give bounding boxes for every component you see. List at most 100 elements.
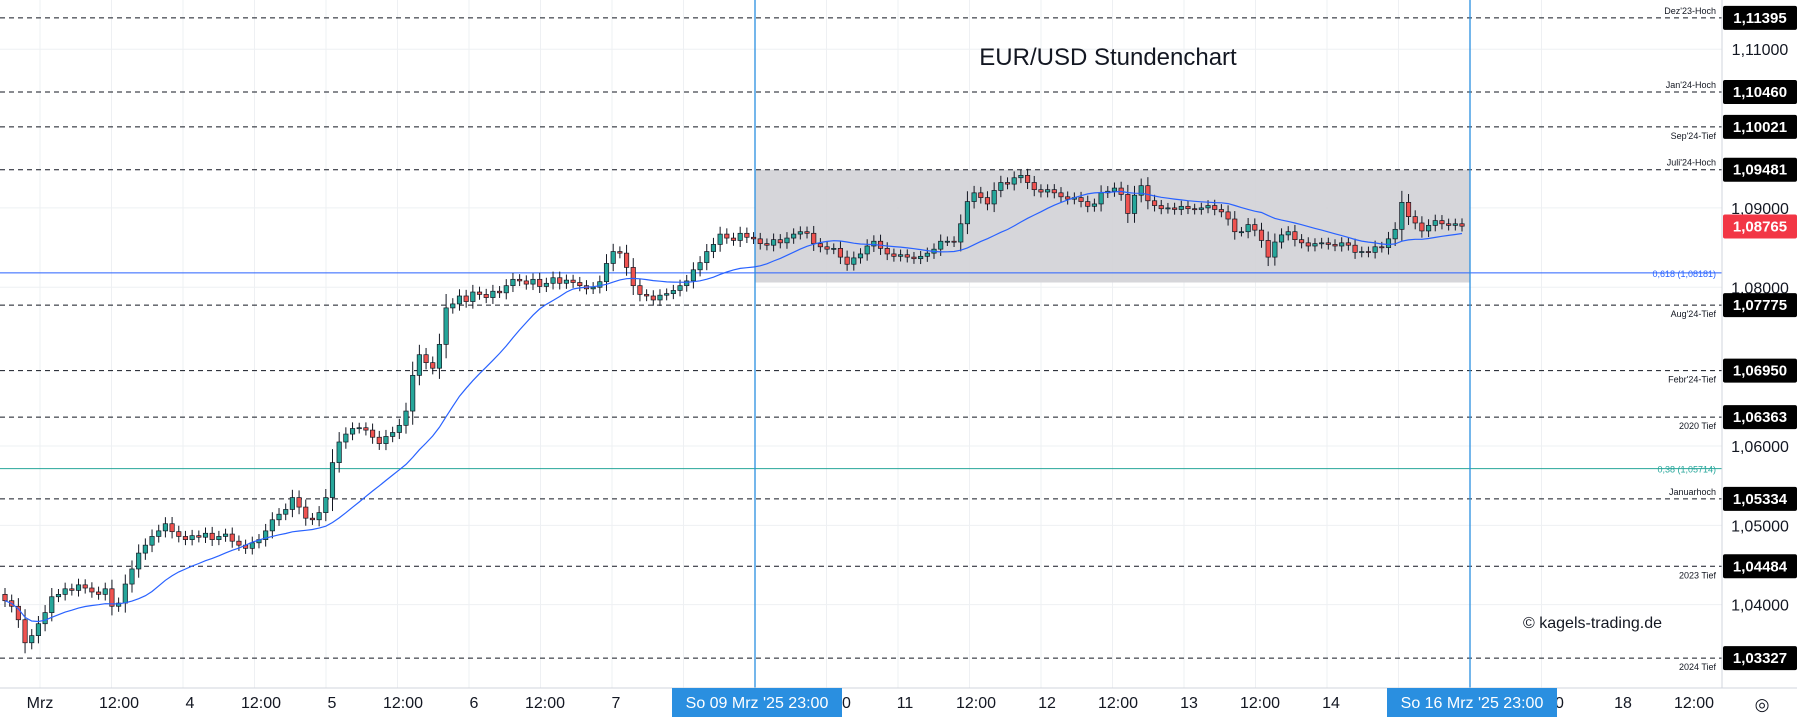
candle[interactable] <box>857 248 864 264</box>
candle[interactable] <box>1405 194 1412 225</box>
candle[interactable] <box>410 361 416 425</box>
candle[interactable] <box>416 344 422 386</box>
candle[interactable] <box>563 274 569 289</box>
candle[interactable] <box>436 333 442 379</box>
candles[interactable] <box>2 168 1465 654</box>
candle[interactable] <box>1332 239 1338 252</box>
candle[interactable] <box>1038 184 1044 198</box>
candle[interactable] <box>1198 202 1204 215</box>
candle[interactable] <box>136 544 142 578</box>
candle[interactable] <box>276 508 282 526</box>
candle[interactable] <box>289 489 295 518</box>
candle[interactable] <box>630 258 636 295</box>
candle[interactable] <box>1372 240 1378 259</box>
candle[interactable] <box>82 579 88 594</box>
candle[interactable] <box>476 286 483 300</box>
candle[interactable] <box>918 250 924 265</box>
candle[interactable] <box>129 560 135 593</box>
candle[interactable] <box>958 214 964 252</box>
candle[interactable] <box>336 432 342 473</box>
candle[interactable] <box>390 426 396 443</box>
candle[interactable] <box>296 490 302 515</box>
candle[interactable] <box>42 605 48 632</box>
candle[interactable] <box>15 598 21 628</box>
candle[interactable] <box>303 499 309 526</box>
candle[interactable] <box>1058 187 1064 203</box>
candle[interactable] <box>1145 177 1151 210</box>
candle[interactable] <box>710 237 717 259</box>
candle[interactable] <box>116 597 122 612</box>
candle[interactable] <box>222 528 229 542</box>
candle[interactable] <box>1018 170 1024 184</box>
candle[interactable] <box>777 234 783 249</box>
candle[interactable] <box>176 525 182 543</box>
candle[interactable] <box>1238 226 1245 237</box>
candle[interactable] <box>1011 171 1017 191</box>
candle[interactable] <box>1278 228 1285 249</box>
candle[interactable] <box>243 539 249 554</box>
candle[interactable] <box>717 226 723 252</box>
candle[interactable] <box>1218 204 1224 218</box>
candle[interactable] <box>1426 219 1432 238</box>
candle[interactable] <box>1452 218 1458 231</box>
candle[interactable] <box>510 272 516 293</box>
candle[interactable] <box>1432 214 1438 232</box>
candle[interactable] <box>430 356 436 375</box>
candle[interactable] <box>182 530 189 546</box>
candle[interactable] <box>169 516 175 539</box>
candle[interactable] <box>624 244 630 276</box>
candle[interactable] <box>964 191 970 235</box>
candle[interactable] <box>396 418 402 440</box>
candle[interactable] <box>1412 210 1418 230</box>
candle[interactable] <box>256 534 262 549</box>
candle[interactable] <box>75 578 82 597</box>
candle[interactable] <box>1319 237 1325 249</box>
candle[interactable] <box>898 249 904 262</box>
candle[interactable] <box>891 248 897 262</box>
candle[interactable] <box>1245 218 1251 239</box>
candle[interactable] <box>1138 178 1144 203</box>
candle[interactable] <box>971 185 977 209</box>
candle[interactable] <box>884 242 890 261</box>
candle[interactable] <box>1352 238 1358 259</box>
candle[interactable] <box>1252 218 1258 237</box>
candle[interactable] <box>697 256 703 277</box>
candle[interactable] <box>309 513 315 525</box>
candle[interactable] <box>96 586 102 600</box>
candle[interactable] <box>1392 222 1398 246</box>
candle[interactable] <box>1305 237 1311 252</box>
candle[interactable] <box>1446 218 1452 231</box>
candle[interactable] <box>998 175 1004 198</box>
candle[interactable] <box>189 529 195 546</box>
candle[interactable] <box>851 251 857 271</box>
candle[interactable] <box>978 186 984 204</box>
candle[interactable] <box>1031 175 1037 197</box>
candle[interactable] <box>1258 222 1265 248</box>
candle[interactable] <box>690 262 696 289</box>
candle[interactable] <box>470 284 476 309</box>
candle[interactable] <box>149 529 155 553</box>
candle[interactable] <box>503 279 509 300</box>
candle[interactable] <box>724 228 730 244</box>
candle[interactable] <box>831 243 837 255</box>
candle[interactable] <box>597 275 603 294</box>
candle[interactable] <box>1312 238 1318 252</box>
candle[interactable] <box>644 289 650 302</box>
candle[interactable] <box>911 251 917 264</box>
candle[interactable] <box>69 583 75 596</box>
candle[interactable] <box>557 271 563 290</box>
candle[interactable] <box>590 282 596 295</box>
candle[interactable] <box>1158 199 1164 215</box>
candle[interactable] <box>1045 184 1051 198</box>
candle[interactable] <box>1339 237 1345 252</box>
candle[interactable] <box>1178 200 1184 216</box>
candle[interactable] <box>791 228 797 244</box>
candle[interactable] <box>543 277 549 293</box>
candle[interactable] <box>984 191 991 211</box>
candle[interactable] <box>1285 226 1291 241</box>
candle[interactable] <box>29 629 35 650</box>
candle[interactable] <box>209 526 215 546</box>
candle[interactable] <box>49 588 55 622</box>
candle[interactable] <box>737 226 743 247</box>
